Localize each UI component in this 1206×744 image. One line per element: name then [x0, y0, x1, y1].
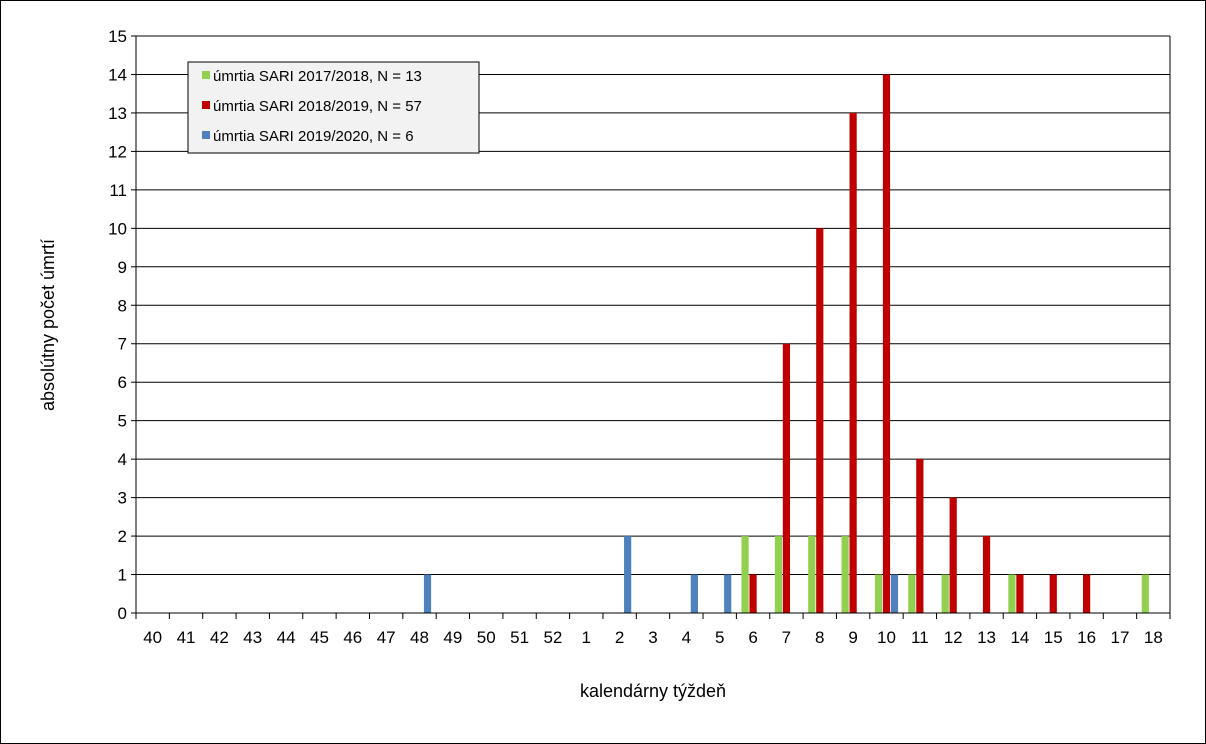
x-tick-label: 16 — [1077, 628, 1096, 647]
bars — [423, 74, 1149, 614]
y-tick-label: 10 — [108, 219, 127, 238]
bar-series-0-week-7 — [774, 536, 783, 613]
x-tick-label: 41 — [177, 628, 196, 647]
legend-label-2019-2020: úmrtia SARI 2019/2020, N = 6 — [213, 128, 414, 145]
x-tick-label: 11 — [911, 628, 929, 647]
y-tick-label: 6 — [118, 373, 127, 392]
x-tick-label: 46 — [343, 628, 362, 647]
bar-series-1-week-10 — [882, 74, 891, 613]
bar-series-1-week-15 — [1049, 574, 1057, 613]
bar-series-0-week-14 — [1008, 574, 1016, 613]
x-tick-label: 18 — [1144, 628, 1163, 647]
y-tick-label: 14 — [108, 65, 127, 84]
x-axis-label: kalendárny týždeň — [580, 681, 726, 701]
bar-series-0-week-12 — [941, 574, 949, 613]
y-tick-label: 9 — [118, 258, 127, 277]
y-tick-label: 2 — [118, 527, 127, 546]
bar-series-0-week-8 — [808, 536, 816, 613]
legend-label-2018-2019: úmrtia SARI 2018/2019, N = 57 — [213, 98, 422, 115]
x-tick-label: 4 — [682, 628, 691, 647]
bar-series-0-week-9 — [841, 536, 849, 613]
x-tick-label: 9 — [848, 628, 857, 647]
bar-series-1-week-12 — [949, 497, 957, 613]
y-tick-label: 15 — [108, 27, 127, 46]
bar-series-1-week-11 — [916, 459, 924, 613]
y-tick-label: 4 — [118, 450, 127, 469]
x-tick-label: 10 — [877, 628, 896, 647]
bar-series-1-week-9 — [849, 112, 857, 613]
x-tick-label: 49 — [443, 628, 462, 647]
x-tick-label: 2 — [615, 628, 624, 647]
x-tick-label: 50 — [477, 628, 496, 647]
x-tick-label: 51 — [510, 628, 529, 647]
legend-swatch-2019-2020 — [202, 131, 210, 139]
x-tick-label: 1 — [582, 628, 591, 647]
y-tick-label: 5 — [118, 412, 127, 431]
x-tick-label: 52 — [543, 628, 562, 647]
y-axis-label: absolútny počet úmrtí — [38, 239, 58, 411]
legend-swatch-2017-2018 — [202, 71, 210, 79]
y-tick-label: 11 — [109, 181, 127, 200]
x-tick-label: 40 — [143, 628, 162, 647]
axes — [135, 36, 1171, 619]
bar-series-0-week-6 — [741, 536, 749, 613]
y-tick-label: 12 — [108, 142, 127, 161]
bar-series-2-week-2 — [624, 536, 632, 613]
bar-series-1-week-8 — [816, 228, 824, 614]
bar-series-2-week-5 — [724, 574, 732, 613]
bar-series-1-week-6 — [749, 574, 757, 613]
x-tick-label: 5 — [715, 628, 724, 647]
x-tick-label: 14 — [1010, 628, 1029, 647]
bar-series-2-week-4 — [690, 574, 698, 613]
bar-series-1-week-13 — [982, 536, 991, 613]
x-tick-label: 15 — [1044, 628, 1063, 647]
x-tick-label: 13 — [977, 628, 996, 647]
x-tick-label: 44 — [277, 628, 296, 647]
x-tick-label: 7 — [782, 628, 791, 647]
bar-series-0-week-18 — [1141, 574, 1149, 613]
x-tick-label: 47 — [377, 628, 396, 647]
x-tick-label: 17 — [1111, 628, 1130, 647]
bar-series-2-week-48 — [423, 574, 432, 613]
y-tick-label: 8 — [118, 296, 127, 315]
bar-series-0-week-10 — [874, 574, 883, 613]
x-tick-label: 43 — [243, 628, 262, 647]
legend-label-2017-2018: úmrtia SARI 2017/2018, N = 13 — [213, 68, 422, 85]
bar-series-1-week-7 — [782, 343, 791, 613]
y-tick-label: 0 — [118, 604, 127, 623]
x-tick-label: 8 — [815, 628, 824, 647]
y-tick-label: 3 — [118, 489, 127, 508]
legend-box — [187, 61, 480, 154]
bar-series-1-week-14 — [1016, 574, 1024, 613]
x-tick-labels: 40 41 42 43 44 45 46 47 48 49 50 51 52 1 2 3 4 5 6 7 8 9 10 11 1… — [143, 628, 1163, 647]
x-tick-label: 3 — [648, 628, 657, 647]
x-tick-label: 6 — [748, 628, 757, 647]
bar-series-2-week-10 — [890, 574, 899, 613]
y-tick-label: 1 — [118, 566, 127, 585]
legend-swatch-2018-2019 — [202, 101, 210, 109]
y-tick-label: 13 — [108, 104, 127, 123]
x-tick-label: 48 — [410, 628, 429, 647]
x-tick-label: 12 — [944, 628, 963, 647]
gridlines — [131, 35, 1170, 614]
y-tick-label: 7 — [118, 335, 127, 354]
bar-series-0-week-11 — [908, 574, 916, 613]
bar-series-1-week-16 — [1083, 574, 1091, 613]
x-tick-label: 42 — [210, 628, 229, 647]
x-tick-label: 45 — [310, 628, 329, 647]
legend: úmrtia SARI 2017/2018, N = 13 úmrtia SAR… — [187, 61, 480, 154]
